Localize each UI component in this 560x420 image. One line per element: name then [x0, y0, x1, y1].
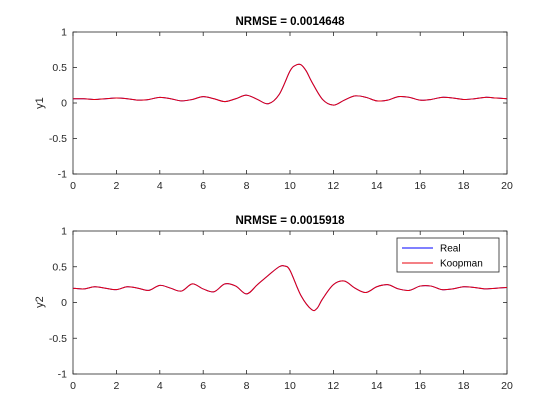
x-tick-label: 16 [414, 180, 426, 192]
chart-title-y2: NRMSE = 0.0015918 [236, 215, 346, 227]
x-tick-label: 4 [157, 380, 163, 392]
x-tick-label: 0 [70, 180, 76, 192]
x-tick-label: 18 [458, 380, 470, 392]
x-tick-label: 8 [244, 180, 250, 192]
legend-label-real: Real [440, 244, 461, 255]
y-tick-label: -1 [58, 369, 67, 381]
legend-label-koopman: Koopman [440, 259, 483, 270]
y-tick-label: 0.5 [52, 62, 67, 74]
legend-box [396, 237, 500, 273]
x-tick-label: 0 [70, 380, 76, 392]
x-tick-label: 4 [157, 180, 163, 192]
y-tick-label: 1 [61, 226, 67, 238]
y-ticks-y1: 1 0.5 0 -0.5 -1 [49, 27, 507, 181]
y-ticks-y2: 1 0.5 0 -0.5 -1 [49, 226, 507, 381]
y-tick-label: -1 [58, 169, 67, 181]
x-tick-label: 10 [284, 180, 296, 192]
x-tick-label: 20 [501, 380, 513, 392]
x-tick-label: 14 [371, 380, 383, 392]
chart-title-y1: NRMSE = 0.0014648 [236, 16, 346, 28]
x-tick-label: 18 [458, 180, 470, 192]
y-axis-label-y2: y2 [34, 296, 46, 308]
x-tick-label: 20 [501, 180, 513, 192]
subplot-y1: NRMSE = 0.0014648 y1 0 2 4 6 8 10 12 14 16 18 20 1… [34, 16, 513, 192]
x-tick-label: 10 [284, 380, 296, 392]
y-tick-label: 0.5 [52, 261, 67, 273]
series-lines-y2 [72, 265, 508, 312]
subplot-y2: NRMSE = 0.0015918 y2 0 2 4 6 8 10 12 14 16 18 20 1… [34, 215, 513, 392]
x-tick-label: 6 [200, 180, 206, 192]
x-ticks-y2: 0 2 4 6 8 10 12 14 16 18 20 [70, 231, 513, 392]
legend: Real Koopman [396, 237, 500, 273]
x-tick-label: 16 [414, 380, 426, 392]
x-tick-label: 12 [328, 180, 340, 192]
y-axis-label-y1: y1 [34, 97, 46, 109]
series-line-koopman-y1 [72, 63, 508, 106]
y-tick-label: 0 [61, 98, 67, 110]
x-tick-label: 12 [328, 380, 340, 392]
y-tick-label: 0 [61, 297, 67, 309]
x-tick-label: 2 [113, 180, 119, 192]
series-lines-y1 [72, 63, 508, 106]
x-tick-label: 14 [371, 180, 383, 192]
y-tick-label: 1 [61, 27, 67, 39]
x-tick-label: 2 [113, 380, 119, 392]
y-tick-label: -0.5 [49, 133, 67, 145]
x-tick-label: 6 [200, 380, 206, 392]
x-ticks-y1: 0 2 4 6 8 10 12 14 16 18 20 [70, 32, 513, 192]
plot-area-y1 [72, 31, 508, 175]
y-tick-label: -0.5 [49, 333, 67, 345]
series-line-koopman-y2 [72, 265, 508, 312]
x-tick-label: 8 [244, 380, 250, 392]
